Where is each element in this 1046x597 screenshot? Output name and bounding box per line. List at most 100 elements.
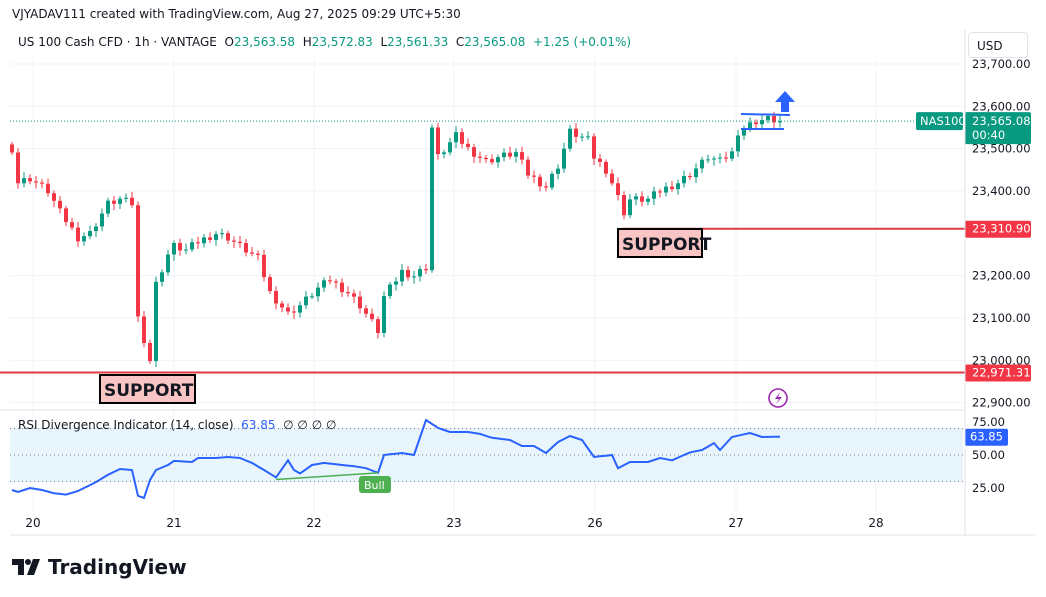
price-axis-label: 23,500.00	[972, 142, 1031, 156]
candle	[454, 126, 458, 149]
candle	[364, 304, 368, 318]
candle	[418, 265, 422, 282]
candle	[700, 156, 704, 174]
lightning-icon[interactable]	[768, 388, 788, 408]
candle	[292, 305, 296, 319]
candle	[82, 232, 86, 246]
candle	[88, 225, 92, 240]
candle	[376, 316, 380, 339]
symbol-name[interactable]: US 100 Cash CFD · 1h · VANTAGE	[18, 35, 217, 49]
svg-text:23,310.90: 23,310.90	[972, 222, 1031, 236]
candle	[664, 182, 668, 197]
candle	[256, 250, 260, 261]
rsi-value-tag: 63.85	[965, 428, 1008, 446]
candle	[112, 195, 116, 211]
rsi-value: 63.85	[241, 418, 276, 432]
price-axis-label: 23,200.00	[972, 269, 1031, 283]
candle	[778, 115, 782, 128]
candle	[520, 146, 524, 165]
time-axis-label: 21	[166, 516, 181, 530]
candle	[646, 195, 650, 206]
price-axis-label: 23,000.00	[972, 353, 1031, 367]
candle	[718, 153, 722, 164]
candle	[52, 190, 56, 208]
candle	[358, 291, 362, 314]
candle	[652, 186, 656, 206]
support-label[interactable]: SUPPORT	[99, 374, 196, 404]
candle	[370, 308, 374, 322]
candle	[682, 170, 686, 188]
candle	[76, 221, 80, 247]
time-axis-label: 28	[868, 516, 883, 530]
candle	[382, 291, 386, 338]
price-axis-label: 23,100.00	[972, 311, 1031, 325]
rsi-title[interactable]: RSI Divergence Indicator (14, close)	[18, 418, 234, 432]
candle	[16, 148, 20, 189]
low-value: 23,561.33	[387, 35, 449, 49]
candle	[58, 196, 62, 214]
candle	[340, 278, 344, 297]
candle	[136, 201, 140, 322]
candle	[28, 174, 32, 185]
rsi-line	[11, 418, 781, 500]
candle	[130, 191, 134, 208]
up-arrow-icon[interactable]	[775, 91, 795, 112]
price-axis-label: 23,600.00	[972, 99, 1031, 113]
svg-text:SUPPORT: SUPPORT	[104, 381, 194, 401]
candle	[238, 235, 242, 249]
candle	[220, 228, 224, 239]
candle	[502, 148, 506, 162]
candle	[298, 301, 302, 318]
candle	[508, 146, 512, 160]
time-axis-label: 22	[306, 516, 321, 530]
open-value: 23,563.58	[233, 35, 296, 49]
candle	[640, 191, 644, 207]
bull-divergence-line	[275, 472, 379, 481]
candle	[10, 141, 14, 156]
candle	[190, 238, 194, 253]
svg-text:00:40: 00:40	[972, 128, 1005, 142]
rsi-axis-label: 75.00	[972, 415, 1005, 429]
candle	[658, 188, 662, 198]
candle	[436, 122, 440, 160]
bull-label: Bull	[359, 476, 391, 493]
time-axis-label: 23	[446, 516, 461, 530]
candle	[388, 281, 392, 300]
candle	[166, 249, 170, 276]
high-label: H	[302, 35, 312, 49]
close-label: C	[455, 35, 465, 49]
candle	[64, 205, 68, 226]
symbol-tag: NAS100	[916, 112, 966, 131]
rsi-legend: RSI Divergence Indicator (14, close) 63.…	[18, 418, 336, 432]
candle	[100, 208, 104, 232]
candle	[760, 115, 764, 129]
candle	[148, 339, 152, 365]
candle	[610, 169, 614, 186]
candle	[178, 238, 182, 256]
candle	[706, 154, 710, 164]
candle	[742, 125, 746, 140]
svg-text:63.85: 63.85	[970, 430, 1003, 444]
candle	[496, 154, 500, 168]
candle	[490, 154, 494, 165]
candle	[394, 277, 398, 291]
rsi-axis-label: 50.00	[972, 448, 1005, 462]
candle	[406, 266, 410, 281]
candle	[448, 138, 452, 156]
candle	[556, 164, 560, 180]
candle	[22, 172, 26, 188]
currency-button[interactable]: USD	[968, 32, 1028, 58]
candle	[184, 243, 188, 255]
candle	[484, 154, 488, 163]
candle	[226, 230, 230, 244]
support-label[interactable]: SUPPORT	[617, 228, 712, 258]
channel-top-line[interactable]	[740, 113, 791, 116]
time-axis-label: 27	[728, 516, 743, 530]
candle	[34, 175, 38, 189]
logo-text: TradingView	[48, 555, 187, 579]
candle	[442, 149, 446, 159]
candle	[322, 277, 326, 292]
candle	[310, 292, 314, 300]
candle	[118, 196, 122, 209]
